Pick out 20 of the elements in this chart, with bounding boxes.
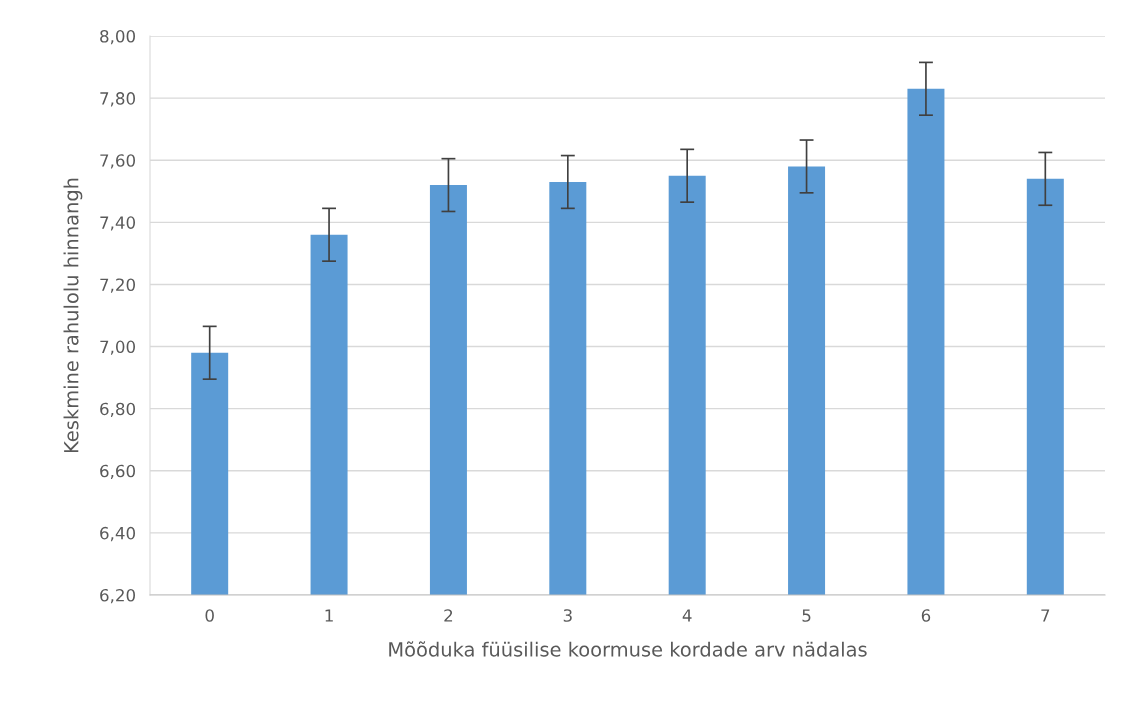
y-tick-label: 7,80	[100, 92, 135, 107]
y-tick-label: 6,80	[100, 402, 135, 417]
x-tick-label: 1	[325, 609, 333, 622]
y-tick-label: 6,60	[100, 464, 135, 480]
y-tick-label: 8,00	[100, 29, 135, 45]
y-tick-label: 7,00	[100, 340, 135, 355]
y-tick-label: 6,40	[100, 526, 135, 542]
x-tick-label: 4	[682, 609, 692, 622]
x-tick-label: 0	[205, 609, 214, 622]
y-tick-label: 7,20	[100, 278, 135, 293]
y-axis-title: Keskmine rahulolu hinnangh	[63, 178, 83, 453]
y-tick-label: 7,60	[100, 154, 135, 169]
y-tick-label: 6,20	[100, 588, 135, 604]
x-tick-label: 5	[802, 609, 811, 622]
x-tick-label: 3	[563, 609, 572, 622]
x-tick-label: 7	[1041, 609, 1050, 622]
x-tick-label: 2	[444, 609, 453, 622]
x-tick-label: 6	[921, 609, 931, 622]
y-tick-label: 7,40	[100, 216, 135, 231]
x-axis-title: Mõõduka füüsilise koormuse kordade arv nädalas	[389, 641, 867, 657]
